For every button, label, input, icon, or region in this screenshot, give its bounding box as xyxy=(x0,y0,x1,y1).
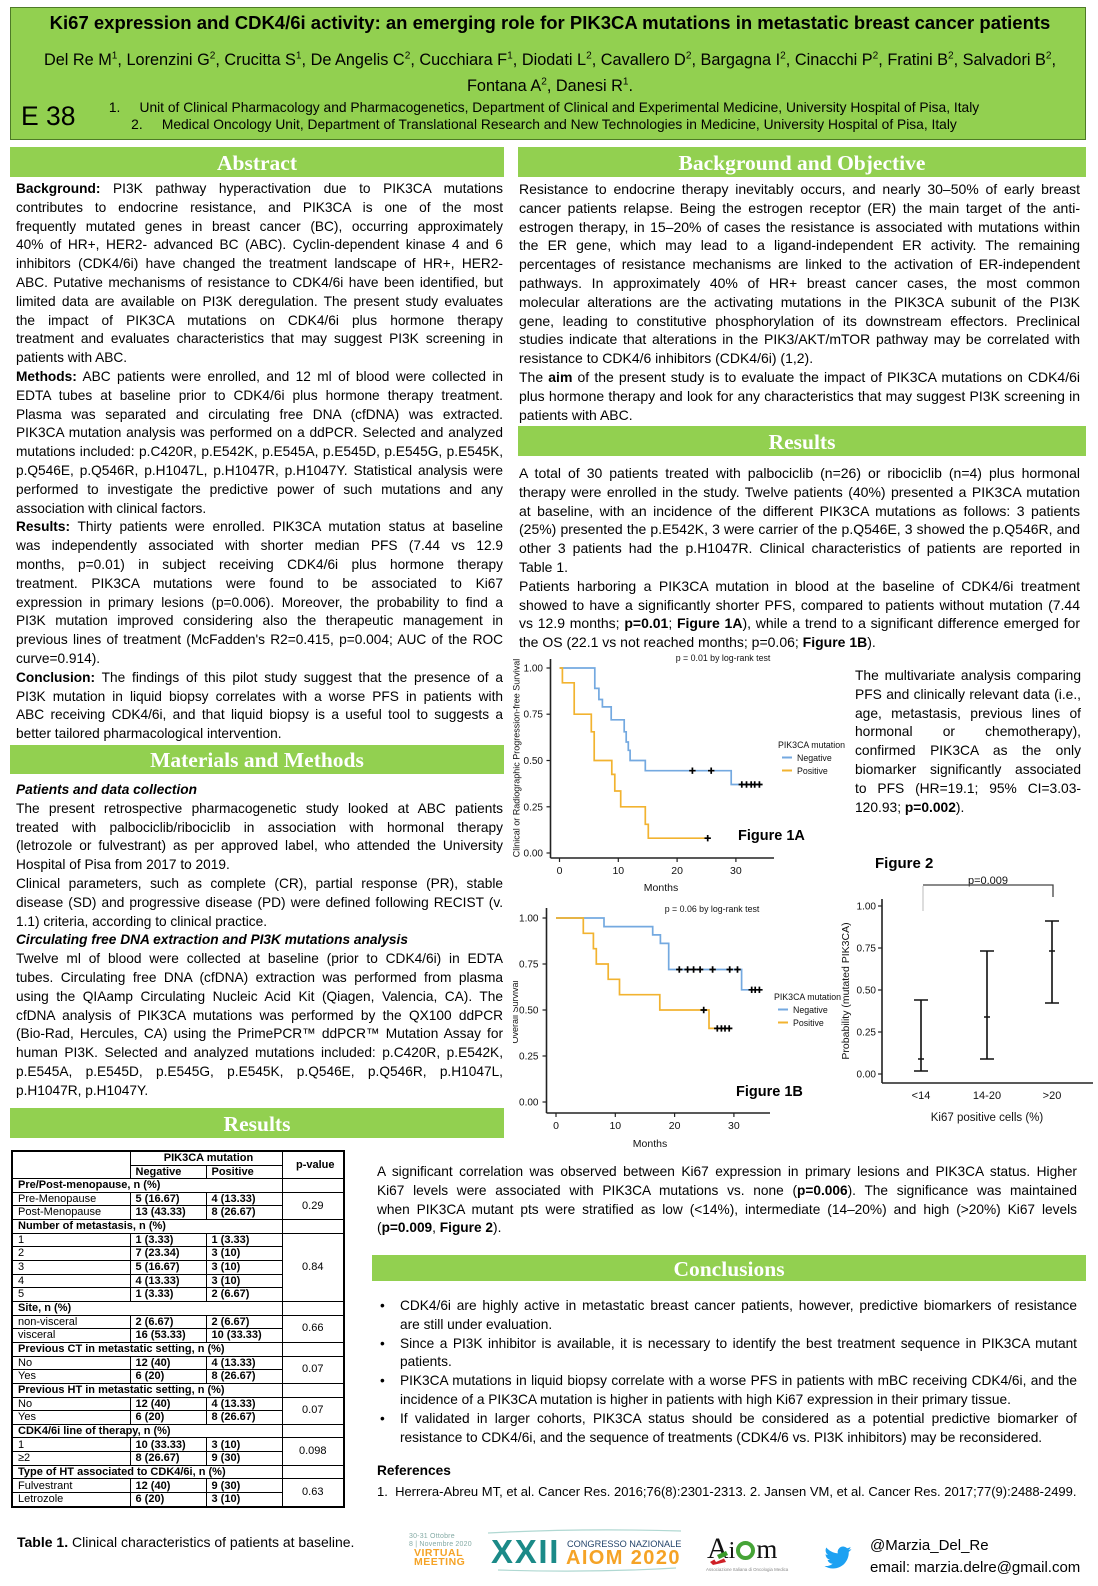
svg-text:14-20: 14-20 xyxy=(973,1090,1001,1102)
svg-text:Ki67 positive cells (%): Ki67 positive cells (%) xyxy=(931,1112,1044,1124)
svg-text:0.50: 0.50 xyxy=(524,756,544,767)
svg-text:0.00: 0.00 xyxy=(524,849,544,860)
svg-text:1.00: 1.00 xyxy=(857,902,877,913)
svg-text:0.25: 0.25 xyxy=(524,802,544,813)
svg-text:p = 0.06 by log-rank test: p = 0.06 by log-rank test xyxy=(665,904,760,914)
svg-text:>20: >20 xyxy=(1043,1090,1062,1102)
svg-text:10: 10 xyxy=(612,865,624,877)
svg-text:Months: Months xyxy=(644,882,678,894)
svg-text:0.00: 0.00 xyxy=(857,1070,877,1081)
svg-text:Probability (mutated PIK3CA): Probability (mutated PIK3CA) xyxy=(840,922,852,1059)
svg-text:Negative: Negative xyxy=(793,1005,828,1015)
svg-text:1.00: 1.00 xyxy=(524,664,544,675)
svg-text:p=0.009: p=0.009 xyxy=(968,875,1008,887)
svg-text:Figure 2: Figure 2 xyxy=(875,855,933,872)
svg-text:0.25: 0.25 xyxy=(519,1052,539,1063)
svg-text:Figure 1B: Figure 1B xyxy=(736,1084,803,1100)
svg-text:<14: <14 xyxy=(912,1090,931,1102)
svg-text:Overall Survival: Overall Survival xyxy=(513,980,520,1043)
svg-text:p = 0.01 by log-rank test: p = 0.01 by log-rank test xyxy=(676,653,771,663)
svg-text:1.00: 1.00 xyxy=(519,914,539,925)
svg-text:0.75: 0.75 xyxy=(857,944,877,955)
svg-text:Negative: Negative xyxy=(797,753,832,763)
svg-text:0.50: 0.50 xyxy=(519,1006,539,1017)
svg-text:10: 10 xyxy=(609,1120,621,1132)
svg-text:30: 30 xyxy=(730,865,742,877)
svg-text:0.75: 0.75 xyxy=(524,710,544,721)
svg-text:0: 0 xyxy=(557,865,563,877)
svg-text:Figure 1A: Figure 1A xyxy=(738,828,805,844)
svg-text:20: 20 xyxy=(669,1120,681,1132)
svg-text:Months: Months xyxy=(633,1138,667,1150)
svg-text:20: 20 xyxy=(671,865,683,877)
svg-text:0.00: 0.00 xyxy=(519,1098,539,1109)
svg-text:Positive: Positive xyxy=(797,766,828,776)
svg-text:PIK3CA mutation: PIK3CA mutation xyxy=(774,992,841,1002)
svg-text:0.25: 0.25 xyxy=(857,1028,877,1039)
svg-text:Clinical or Radiographic Progr: Clinical or Radiographic Progression-fre… xyxy=(513,659,522,858)
svg-text:0: 0 xyxy=(553,1120,559,1132)
svg-text:30: 30 xyxy=(728,1120,740,1132)
svg-text:Positive: Positive xyxy=(793,1018,824,1028)
svg-text:PIK3CA mutation: PIK3CA mutation xyxy=(778,740,845,750)
svg-text:0.50: 0.50 xyxy=(857,986,877,997)
svg-text:0.75: 0.75 xyxy=(519,960,539,971)
